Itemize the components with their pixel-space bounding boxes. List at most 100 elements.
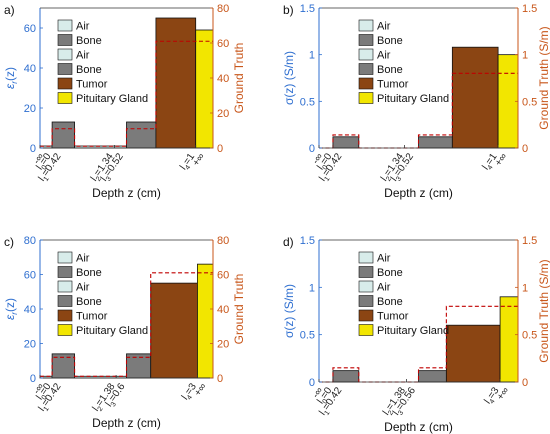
- y-tick-label: 0: [30, 143, 36, 155]
- legend: Air Bone Air Bone Tumor Pituitary Gland: [358, 19, 449, 105]
- y-tick-label: 80: [24, 235, 36, 247]
- legend-swatch: [57, 48, 73, 61]
- y-tick-label: 0: [309, 143, 315, 155]
- x-tick-label: -∞: [310, 151, 325, 166]
- legend-label: Air: [377, 282, 391, 294]
- legend-label: Bone: [377, 296, 403, 308]
- legend-swatch: [57, 295, 73, 307]
- bar-bone: [126, 121, 157, 149]
- legend-swatch: [57, 251, 73, 264]
- chart-panel-2: 00.511.500.511.5-∞l0=0l1=0.42l2=1.34l3=0…: [282, 3, 550, 200]
- legend-swatch: [358, 324, 374, 336]
- y-tick-label: 20: [24, 103, 36, 115]
- legend-swatch: [358, 19, 374, 32]
- y2-tick-label: 20: [217, 108, 229, 120]
- legend-swatch: [57, 309, 73, 322]
- x-axis-label: Depth z (cm): [92, 416, 161, 430]
- y-tick-label: 1.5: [300, 235, 315, 247]
- y-tick-label: 0: [30, 373, 36, 385]
- y2-tick-label: 1: [522, 50, 528, 62]
- x-axis-label: Depth z (cm): [92, 186, 161, 200]
- y-axis-label: σ(z) (S/m): [282, 284, 296, 338]
- y2-tick-label: 0.5: [522, 330, 537, 342]
- y2-axis-label: Ground Truth (S/m): [537, 26, 550, 129]
- y-tick-label: 20: [24, 339, 36, 351]
- bar-bone: [418, 370, 447, 383]
- legend-label: Air: [377, 21, 391, 33]
- bar-tumor: [150, 282, 198, 379]
- legend-label: Tumor: [76, 79, 108, 91]
- legend-label: Tumor: [76, 311, 108, 323]
- legend-label: Bone: [76, 267, 102, 279]
- x-tick-label: +∞: [493, 151, 509, 168]
- x-tick-label: +∞: [495, 385, 511, 402]
- y2-tick-label: 80: [217, 235, 229, 247]
- y2-tick-label: 0.5: [522, 96, 537, 108]
- legend-swatch: [358, 295, 374, 307]
- legend-swatch: [57, 92, 73, 104]
- legend-label: Air: [76, 21, 90, 33]
- y-tick-label: 1.5: [300, 3, 315, 15]
- legend-swatch: [358, 77, 374, 90]
- legend-label: Pituitary Gland: [377, 93, 449, 105]
- y2-tick-label: 0: [217, 143, 223, 155]
- y-tick-label: 40: [24, 63, 36, 75]
- legend-label: Tumor: [377, 79, 409, 91]
- legend-swatch: [358, 63, 374, 75]
- legend-label: Bone: [377, 64, 403, 76]
- bar-bone: [126, 353, 152, 379]
- y2-tick-label: 40: [217, 73, 229, 85]
- legend-swatch: [358, 280, 374, 293]
- y2-tick-label: 40: [217, 304, 229, 316]
- legend-label: Bone: [76, 64, 102, 76]
- x-axis-label: Depth z (cm): [384, 420, 453, 434]
- y2-axis-label: Ground Truth: [232, 274, 246, 345]
- legend-swatch: [57, 34, 73, 46]
- y-tick-label: 1: [309, 282, 315, 294]
- legend-swatch: [57, 77, 73, 90]
- y2-tick-label: 1.5: [522, 3, 537, 15]
- bar-bone: [51, 121, 76, 149]
- y2-tick-label: 0: [217, 373, 223, 385]
- y2-tick-label: 1: [522, 282, 528, 294]
- panel-label: c): [4, 235, 14, 249]
- y-axis-label: εr(z): [3, 298, 19, 320]
- legend-label: Air: [377, 253, 391, 265]
- legend-label: Bone: [377, 35, 403, 47]
- y-tick-label: 0.5: [300, 96, 315, 108]
- legend-swatch: [358, 48, 374, 61]
- y2-tick-label: 60: [217, 38, 229, 50]
- bar-pituitary-gland: [195, 29, 214, 149]
- y2-tick-label: 0: [522, 377, 528, 389]
- legend: Air Bone Air Bone Tumor Pituitary Gland: [57, 19, 148, 105]
- y-tick-label: 60: [24, 270, 36, 282]
- x-tick-label: +∞: [191, 151, 207, 168]
- legend-swatch: [57, 63, 73, 75]
- legend-swatch: [358, 251, 374, 264]
- y2-tick-label: 60: [217, 270, 229, 282]
- bar-tumor: [155, 17, 197, 149]
- ground-truth-line: [40, 272, 213, 377]
- legend-label: Pituitary Gland: [76, 93, 148, 105]
- legend-swatch: [57, 266, 73, 278]
- x-tick-label: +∞: [192, 381, 208, 398]
- legend-label: Air: [76, 282, 90, 294]
- legend-swatch: [358, 266, 374, 278]
- legend-label: Pituitary Gland: [377, 325, 449, 337]
- legend-swatch: [358, 92, 374, 104]
- y-tick-label: 40: [24, 304, 36, 316]
- bar-tumor: [445, 324, 501, 383]
- legend-label: Air: [76, 50, 90, 62]
- legend-label: Air: [76, 253, 90, 265]
- y2-axis-label: Ground Truth (S/m): [537, 259, 550, 362]
- legend: Air Bone Air Bone Tumor Pituitary Gland: [358, 251, 449, 337]
- legend-label: Pituitary Gland: [76, 325, 148, 337]
- legend-label: Air: [377, 50, 391, 62]
- x-tick-label: -∞: [31, 381, 46, 396]
- ground-truth-line: [319, 72, 518, 149]
- chart-panel-4: 00.511.500.511.5-∞l0=0l1=0.42l2=1.38l3=0…: [282, 235, 550, 434]
- legend: Air Bone Air Bone Tumor Pituitary Gland: [57, 251, 148, 337]
- bar-pituitary-gland: [499, 296, 519, 383]
- panel-label: a): [4, 3, 15, 17]
